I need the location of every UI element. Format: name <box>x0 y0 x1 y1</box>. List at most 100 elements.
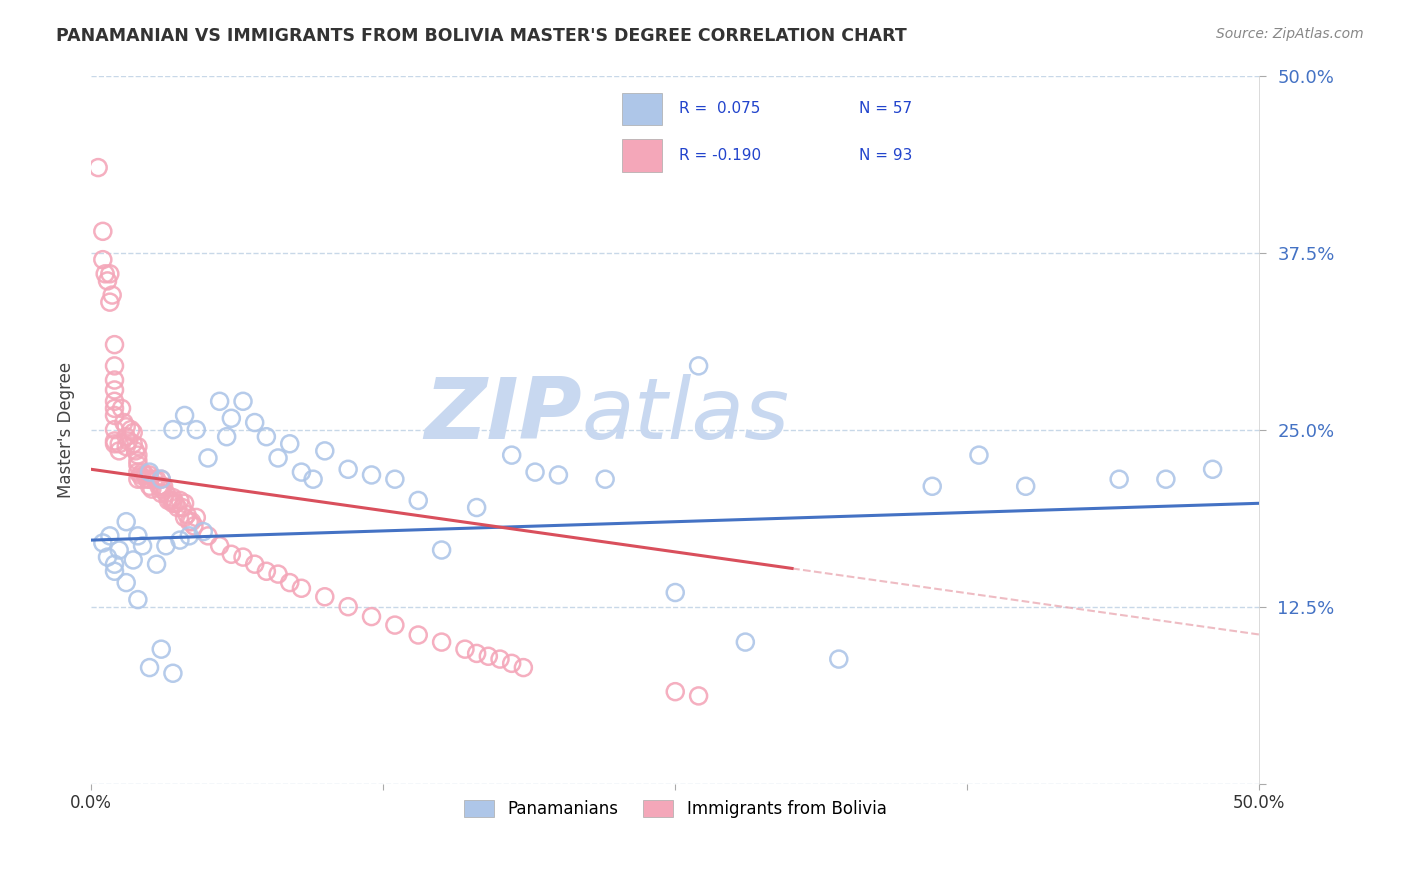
Point <box>138 660 160 674</box>
Point <box>664 684 686 698</box>
Point <box>150 472 173 486</box>
Point <box>162 496 184 510</box>
Point <box>98 295 121 310</box>
Point <box>136 472 159 486</box>
Point <box>103 423 125 437</box>
Point <box>186 510 208 524</box>
Point <box>98 529 121 543</box>
Point <box>124 443 146 458</box>
Text: ZIP: ZIP <box>425 374 582 457</box>
Point <box>138 472 160 486</box>
Point <box>254 564 277 578</box>
Point <box>143 472 166 486</box>
Point <box>162 491 184 505</box>
Point <box>98 267 121 281</box>
Point <box>103 557 125 571</box>
Point <box>127 440 149 454</box>
Point <box>145 472 167 486</box>
Point <box>406 628 429 642</box>
Point <box>138 465 160 479</box>
Point <box>197 450 219 465</box>
Point <box>122 437 145 451</box>
Point <box>243 557 266 571</box>
Point <box>290 465 312 479</box>
Point <box>103 337 125 351</box>
Point <box>169 493 191 508</box>
Point <box>115 419 138 434</box>
Point <box>112 416 135 430</box>
Point <box>129 467 152 482</box>
Point <box>173 510 195 524</box>
Point <box>115 430 138 444</box>
Point <box>524 465 547 479</box>
Point <box>127 465 149 479</box>
Point <box>921 479 943 493</box>
Point <box>465 500 488 515</box>
Point <box>454 642 477 657</box>
Point <box>664 585 686 599</box>
Point <box>103 564 125 578</box>
Point <box>108 543 131 558</box>
Point <box>122 553 145 567</box>
Point <box>232 550 254 565</box>
Point <box>150 482 173 496</box>
Point <box>278 575 301 590</box>
Point <box>290 581 312 595</box>
Text: Source: ZipAtlas.com: Source: ZipAtlas.com <box>1216 27 1364 41</box>
Point <box>155 486 177 500</box>
Point <box>101 288 124 302</box>
Point <box>103 359 125 373</box>
Point <box>501 657 523 671</box>
Point <box>96 274 118 288</box>
Point <box>159 493 181 508</box>
Point <box>215 430 238 444</box>
Point <box>166 500 188 515</box>
Point <box>115 515 138 529</box>
Point <box>734 635 756 649</box>
Point <box>193 524 215 539</box>
Point <box>221 411 243 425</box>
Point <box>302 472 325 486</box>
Point <box>150 479 173 493</box>
Point <box>145 557 167 571</box>
Point <box>176 508 198 522</box>
Point <box>232 394 254 409</box>
Point <box>150 642 173 657</box>
Legend: Panamanians, Immigrants from Bolivia: Panamanians, Immigrants from Bolivia <box>457 794 893 825</box>
Point <box>243 416 266 430</box>
Point <box>148 479 170 493</box>
Point <box>173 496 195 510</box>
Point <box>967 448 990 462</box>
Point <box>96 550 118 565</box>
Point <box>384 472 406 486</box>
Point <box>122 425 145 440</box>
Point <box>1015 479 1038 493</box>
Point <box>162 423 184 437</box>
Point <box>183 519 205 533</box>
Point <box>103 373 125 387</box>
Point <box>115 575 138 590</box>
Point <box>91 252 114 267</box>
Point <box>127 592 149 607</box>
Point <box>254 430 277 444</box>
Point <box>360 609 382 624</box>
Point <box>360 467 382 482</box>
Point <box>688 689 710 703</box>
Point <box>103 383 125 397</box>
Point <box>152 479 174 493</box>
Point <box>108 437 131 451</box>
Point <box>688 359 710 373</box>
Point <box>165 496 187 510</box>
Point <box>87 161 110 175</box>
Point <box>103 401 125 416</box>
Point <box>512 660 534 674</box>
Point <box>103 434 125 448</box>
Point <box>1201 462 1223 476</box>
Point <box>278 437 301 451</box>
Point <box>208 539 231 553</box>
Point <box>127 472 149 486</box>
Point <box>115 440 138 454</box>
Point <box>162 493 184 508</box>
Point <box>157 493 180 508</box>
Point <box>179 529 201 543</box>
